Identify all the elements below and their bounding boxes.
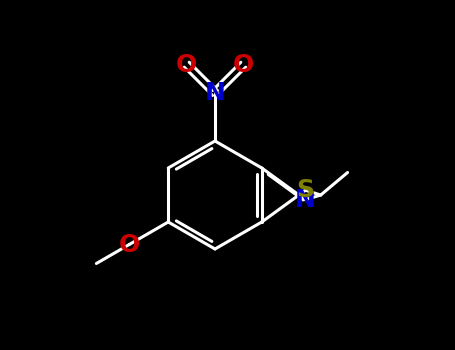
Text: S: S bbox=[297, 178, 314, 202]
Text: N: N bbox=[295, 188, 316, 212]
Text: O: O bbox=[119, 232, 140, 257]
Text: O: O bbox=[176, 53, 197, 77]
Text: N: N bbox=[205, 81, 225, 105]
Text: O: O bbox=[233, 53, 254, 77]
